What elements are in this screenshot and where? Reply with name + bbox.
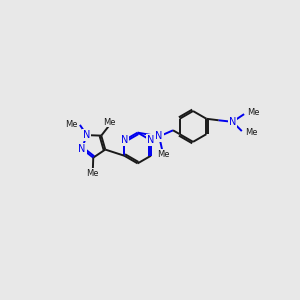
Text: Me: Me [103,118,116,127]
Text: Me: Me [245,128,257,137]
Text: N: N [121,135,128,145]
Text: Me: Me [158,150,170,159]
Text: Me: Me [65,120,78,129]
Text: N: N [155,131,163,142]
Text: Me: Me [87,169,99,178]
Text: N: N [147,135,155,145]
Text: N: N [229,117,236,127]
Text: N: N [83,130,91,140]
Text: Me: Me [247,108,260,117]
Text: N: N [78,144,85,154]
